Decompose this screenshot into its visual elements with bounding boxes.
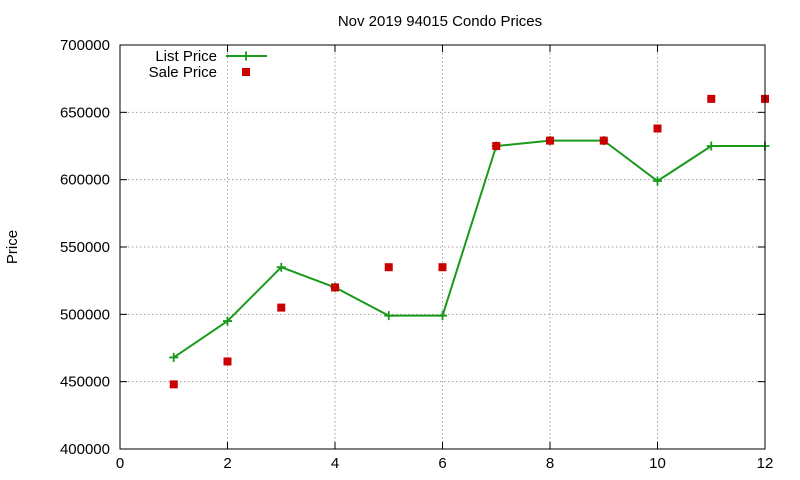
x-tick-label: 0 (116, 455, 124, 472)
sale-price-point (599, 136, 608, 145)
y-tick-label: 600000 (60, 172, 110, 189)
y-tick-label: 400000 (60, 441, 110, 458)
sale-price-point (277, 303, 286, 312)
list-price-point (276, 262, 286, 272)
y-tick-label: 550000 (60, 239, 110, 256)
x-tick-label: 4 (331, 455, 339, 472)
y-tick-label: 500000 (60, 306, 110, 323)
list-price-line (173, 139, 765, 359)
sale-price-point (331, 283, 339, 292)
y-axis-label: Price (4, 230, 21, 264)
x-tick-label: 10 (649, 455, 666, 472)
list-price-point (169, 352, 179, 362)
sale-price-point (438, 263, 447, 272)
y-tick-label: 450000 (60, 374, 110, 391)
list-price-point (438, 311, 447, 321)
list-price-point (223, 316, 232, 326)
plot-frame (119, 44, 766, 450)
data-series (169, 94, 770, 389)
sale-price-point (546, 136, 554, 145)
sale-price-point (223, 357, 232, 366)
x-tick-label: 12 (757, 455, 774, 472)
y-tick-label: 650000 (60, 104, 110, 121)
sale-price-point (384, 263, 393, 272)
legend-marker-sale-price (242, 68, 250, 76)
sale-price-point (492, 142, 501, 150)
list-price-point (706, 141, 716, 151)
x-tick-label: 6 (438, 455, 446, 472)
grid-lines (120, 45, 765, 449)
legend-label-sale-price: Sale Price (149, 64, 217, 81)
x-tick-label: 2 (223, 455, 231, 472)
sale-price-point (653, 124, 662, 133)
list-price-point (653, 176, 662, 186)
sale-price-point (169, 380, 178, 389)
x-tick-label: 8 (546, 455, 554, 472)
y-tick-label: 700000 (60, 37, 110, 54)
legend-label-list-price: List Price (155, 48, 217, 65)
chart-title: Nov 2019 94015 Condo Prices (338, 13, 542, 30)
list-price-point (384, 311, 394, 321)
sale-price-point (707, 94, 716, 103)
axis-ticks: 0 2 4 6 8 10 12 400000 450000 500000 550000 600000 6… (60, 37, 773, 472)
legend-marker-list-price (241, 51, 251, 61)
